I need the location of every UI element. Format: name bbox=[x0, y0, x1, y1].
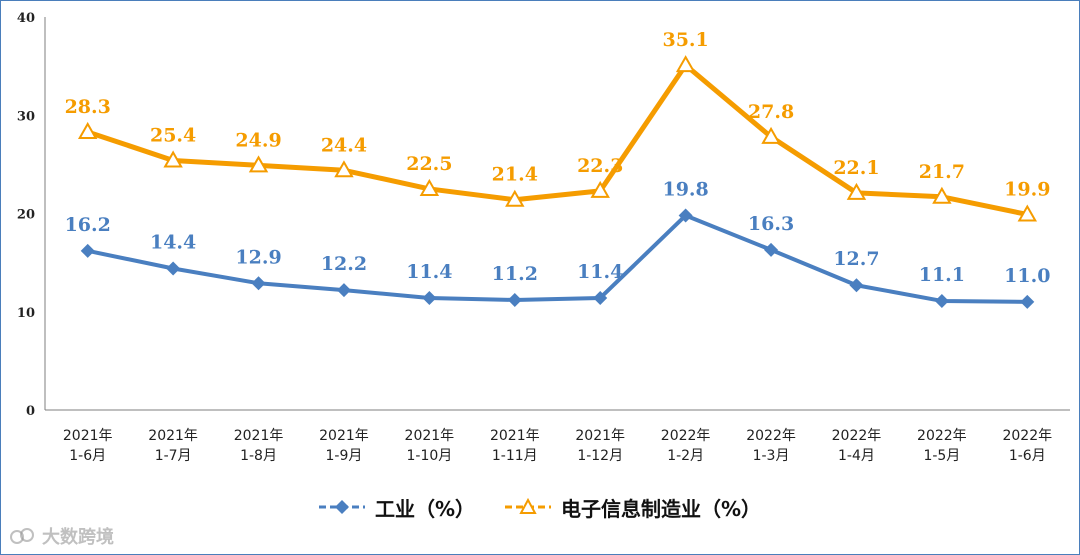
legend-label-industry: 工业（%） bbox=[374, 496, 475, 521]
x-tick-label: 2022年 1-2月 bbox=[661, 428, 711, 464]
data-point-diamond bbox=[934, 293, 949, 308]
data-point-diamond bbox=[166, 261, 181, 276]
x-tick-label: 2022年 1-4月 bbox=[832, 428, 882, 464]
x-tick-label: 2021年 1-12月 bbox=[575, 428, 625, 464]
triangle-marker-icon bbox=[505, 497, 551, 514]
data-point-diamond bbox=[593, 290, 608, 305]
x-tick-label: 2021年 1-9月 bbox=[319, 428, 369, 464]
data-point-diamond bbox=[507, 292, 522, 307]
data-point-triangle bbox=[675, 55, 696, 73]
x-tick-label: 2021年 1-10月 bbox=[405, 428, 455, 464]
data-point-triangle bbox=[846, 182, 867, 200]
series-line-industry bbox=[87, 213, 1028, 304]
data-label: 21.7 bbox=[919, 161, 965, 183]
data-label: 28.3 bbox=[65, 96, 111, 118]
data-label: 12.2 bbox=[321, 253, 367, 275]
data-label: 11.4 bbox=[406, 261, 452, 283]
data-label: 11.1 bbox=[919, 264, 965, 286]
data-point-diamond bbox=[764, 242, 779, 257]
data-point-diamond bbox=[1020, 294, 1035, 309]
data-point-triangle bbox=[932, 186, 952, 204]
data-label: 11.4 bbox=[577, 261, 623, 283]
x-tick-label: 2021年 1-11月 bbox=[490, 428, 540, 464]
legend: 工业（%） 电子信息制造业（%） bbox=[0, 490, 1080, 524]
y-tick-label: 40 bbox=[17, 11, 35, 26]
data-label: 35.1 bbox=[662, 29, 708, 51]
watermark-text: 大数跨境 bbox=[42, 527, 114, 548]
series-line-electronics bbox=[86, 62, 1028, 217]
data-label: 19.8 bbox=[662, 178, 708, 200]
x-tick-label: 2021年 1-6月 bbox=[63, 428, 113, 464]
diamond-marker-icon bbox=[318, 500, 365, 514]
data-point-diamond bbox=[678, 208, 693, 223]
y-tick-label: 30 bbox=[17, 109, 35, 124]
data-label: 22.3 bbox=[577, 155, 623, 177]
data-point-triangle bbox=[163, 150, 183, 168]
x-tick-label: 2022年 1-6月 bbox=[1002, 428, 1052, 464]
y-tick-label: 20 bbox=[17, 208, 35, 223]
x-tick-label: 2021年 1-8月 bbox=[234, 428, 284, 464]
data-label: 24.4 bbox=[321, 134, 367, 156]
legend-item-industry: 工业（%） bbox=[318, 493, 475, 522]
data-point-triangle bbox=[77, 121, 98, 139]
data-point-triangle bbox=[334, 160, 354, 178]
data-point-triangle bbox=[419, 178, 440, 196]
data-point-triangle bbox=[505, 189, 525, 207]
data-label: 12.7 bbox=[833, 248, 879, 270]
x-tick-label: 2022年 1-5月 bbox=[917, 428, 967, 464]
data-point-diamond bbox=[80, 243, 95, 258]
data-point-diamond bbox=[336, 283, 351, 298]
data-label: 27.8 bbox=[748, 101, 794, 123]
data-point-diamond bbox=[849, 278, 864, 293]
link-logo-icon bbox=[10, 528, 34, 544]
legend-label-electronics: 电子信息制造业（%） bbox=[561, 496, 762, 521]
data-point-diamond bbox=[251, 276, 266, 291]
watermark: 大数跨境 bbox=[8, 523, 114, 549]
x-tick-label: 2022年 1-3月 bbox=[746, 428, 796, 464]
legend-item-electronics: 电子信息制造业（%） bbox=[505, 493, 761, 522]
data-label: 12.9 bbox=[235, 246, 281, 268]
data-point-triangle bbox=[1017, 204, 1038, 222]
data-label: 19.9 bbox=[1004, 178, 1050, 200]
data-point-triangle bbox=[590, 180, 610, 198]
y-tick-label: 10 bbox=[17, 306, 35, 321]
data-label: 22.5 bbox=[406, 153, 452, 175]
data-label: 14.4 bbox=[150, 232, 196, 254]
data-label: 22.1 bbox=[833, 157, 879, 179]
data-label: 16.2 bbox=[65, 214, 111, 236]
data-label: 21.4 bbox=[492, 164, 538, 186]
data-label: 25.4 bbox=[150, 124, 196, 146]
line-chart: 0 10 20 30 40 2021年 1-6月 2021年 1-7月 2021年 1-8月 2021… bbox=[17, 11, 1070, 464]
data-point-diamond bbox=[422, 290, 437, 305]
x-tick-label: 2021年 1-7月 bbox=[148, 428, 198, 464]
y-tick-label: 0 bbox=[26, 404, 35, 419]
data-label: 16.3 bbox=[748, 213, 794, 235]
data-point-triangle bbox=[761, 126, 781, 144]
data-point-triangle bbox=[248, 155, 269, 173]
data-label: 11.2 bbox=[492, 263, 538, 285]
data-label: 11.0 bbox=[1004, 265, 1050, 287]
data-label: 24.9 bbox=[235, 129, 281, 151]
